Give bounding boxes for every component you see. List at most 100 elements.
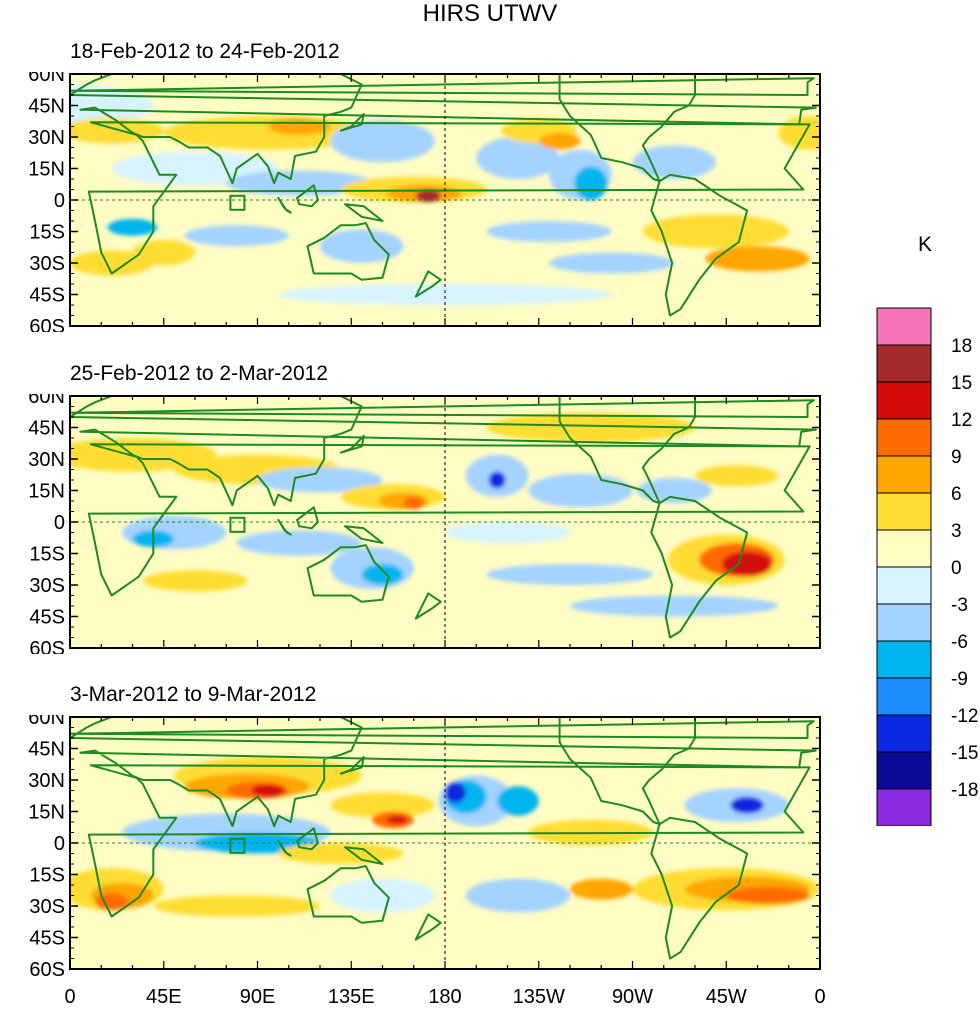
colorbar-swatch xyxy=(876,418,932,457)
colorbar-swatch xyxy=(876,344,932,383)
anomaly-contour xyxy=(486,221,612,242)
anomaly-contour xyxy=(722,551,773,577)
map-panel-2: 60N 45N 30N 15N 0 15S 30S 45S 60S xyxy=(28,394,821,654)
anomaly-contour xyxy=(465,878,570,913)
lat-tick-label: 15S xyxy=(29,865,65,887)
anomaly-contour xyxy=(403,496,425,510)
anomaly-contour xyxy=(445,782,466,804)
figure-title: HIRS UTWV xyxy=(422,0,558,27)
anomaly-contour xyxy=(361,564,404,585)
lat-tick-label: 45S xyxy=(29,285,65,307)
colorbar-swatch xyxy=(876,788,932,826)
coastline xyxy=(306,544,390,603)
anomaly-contour xyxy=(320,229,404,263)
colorbar-swatch xyxy=(876,640,932,679)
coastline xyxy=(650,816,749,960)
anomaly-contour xyxy=(695,465,779,487)
lat-tick-label: 0 xyxy=(54,833,65,855)
lat-tick-label: 45N xyxy=(28,96,65,118)
colorbar-swatch xyxy=(876,751,932,790)
lat-tick-label: 15N xyxy=(28,802,65,824)
anomaly-contour xyxy=(226,170,373,196)
coastline xyxy=(339,112,365,132)
lat-tick-label: 15N xyxy=(28,481,65,503)
anomaly-contour xyxy=(330,792,435,818)
coastline xyxy=(650,495,749,639)
lat-tick-label: 15S xyxy=(29,222,65,244)
colorbar: 18 15 12 9 6 3 0 -3 -6 -9 -12 -15 -18 xyxy=(876,307,978,826)
colorbar-swatch xyxy=(876,455,932,494)
coastline xyxy=(70,396,817,507)
coastline xyxy=(344,525,384,544)
anomaly-contour xyxy=(642,214,789,249)
lat-tick-label: 30S xyxy=(29,253,65,275)
colorbar-label: 9 xyxy=(951,447,962,468)
coastlines xyxy=(70,717,817,960)
anomaly-contour xyxy=(574,166,608,200)
coastline xyxy=(277,196,292,214)
coastline xyxy=(558,74,696,183)
colorbar-label: 18 xyxy=(951,336,972,357)
colorbar-label: 3 xyxy=(951,521,962,542)
coastline xyxy=(296,184,319,208)
panel-2-label: 25-Feb-2012 to 2-Mar-2012 xyxy=(70,362,328,385)
lat-tick-label: 45N xyxy=(28,739,65,761)
coastline xyxy=(344,203,384,222)
lat-tick-label: 0 xyxy=(54,512,65,534)
lat-tick-label: 60S xyxy=(29,316,65,332)
coastline xyxy=(87,443,811,597)
anomaly-contour xyxy=(730,796,764,814)
coastline xyxy=(70,74,817,185)
anomaly-contour xyxy=(278,284,612,305)
colorbar-label: -12 xyxy=(951,706,978,727)
coastline xyxy=(296,506,319,530)
panel-1-label: 18-Feb-2012 to 24-Feb-2012 xyxy=(70,40,340,63)
colorbar-swatch xyxy=(876,714,932,753)
anomaly-contour xyxy=(528,473,633,508)
lat-tick-label: 0 xyxy=(54,190,65,212)
anomaly-contour xyxy=(778,116,820,150)
anomaly-contour xyxy=(386,815,408,825)
map-panel-3: 60N 45N 30N 15N 0 15S 30S 45S 60S 0 45E 90E 135E 180 1… xyxy=(28,715,825,1008)
reference-box xyxy=(229,837,246,854)
lat-tick-label: 60S xyxy=(29,959,65,981)
colorbar-unit-label: K xyxy=(918,233,933,256)
anomaly-contour xyxy=(636,477,712,504)
anomaly-field xyxy=(70,84,820,305)
anomaly-contour xyxy=(570,878,633,900)
map-panel-1: 60N 45N 30N 15N 0 15S 30S 45S 60S xyxy=(28,72,821,332)
anomaly-contour xyxy=(488,471,506,489)
anomaly-contour xyxy=(153,895,320,917)
coastline xyxy=(344,846,384,865)
anomaly-contour xyxy=(445,522,570,543)
panel-3-label: 3-Mar-2012 to 9-Mar-2012 xyxy=(70,683,317,706)
coastline xyxy=(296,827,319,851)
lat-tick-label: 60N xyxy=(28,72,65,86)
anomaly-contour xyxy=(476,137,560,179)
anomaly-contour xyxy=(107,218,158,236)
lon-tick-label: 90E xyxy=(240,986,276,1008)
anomaly-contour xyxy=(726,887,810,904)
colorbar-swatch xyxy=(876,381,932,420)
coastline xyxy=(306,222,390,281)
coastlines xyxy=(70,396,817,639)
lat-tick-label: 60N xyxy=(28,715,65,729)
lon-tick-label: 45E xyxy=(146,986,182,1008)
coastline xyxy=(339,755,365,775)
coastline xyxy=(414,270,442,298)
colorbar-label: -6 xyxy=(951,632,968,653)
anomaly-contour xyxy=(236,530,362,556)
anomaly-contour xyxy=(251,784,285,797)
lat-tick-label: 15S xyxy=(29,544,65,566)
colorbar-label: 0 xyxy=(951,558,962,579)
coastline xyxy=(558,717,696,826)
lat-tick-label: 60S xyxy=(29,638,65,654)
lat-tick-label: 45S xyxy=(29,607,65,629)
colorbar-swatch xyxy=(876,566,932,605)
colorbar-label: -3 xyxy=(951,595,968,616)
anomaly-contour xyxy=(330,120,435,163)
colorbar-label: -18 xyxy=(951,780,978,801)
coastline xyxy=(87,764,811,918)
coastlines xyxy=(70,74,817,317)
anomaly-contour xyxy=(632,145,716,179)
